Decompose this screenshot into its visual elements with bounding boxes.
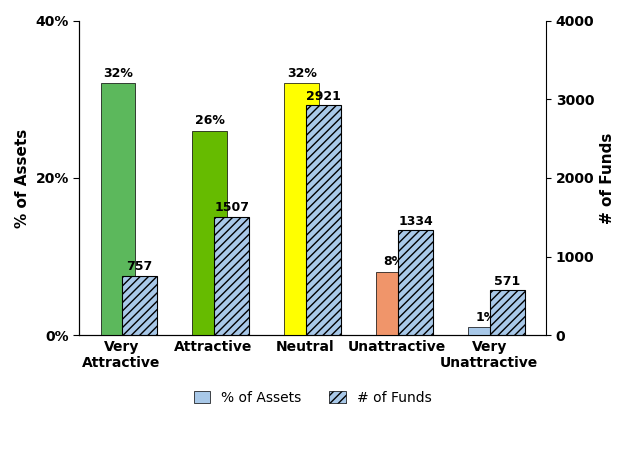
Text: 571: 571 — [495, 275, 520, 288]
Text: 8%: 8% — [383, 256, 404, 268]
Bar — [306, 105, 341, 335]
Bar — [376, 273, 411, 335]
Y-axis label: % of Assets: % of Assets — [15, 128, 30, 228]
Bar — [398, 230, 433, 335]
Text: 26%: 26% — [195, 114, 225, 127]
Text: 32%: 32% — [287, 66, 317, 80]
Bar — [490, 290, 525, 335]
Bar — [284, 83, 319, 335]
Legend: % of Assets, # of Funds: % of Assets, # of Funds — [188, 385, 437, 410]
Y-axis label: # of Funds: # of Funds — [600, 132, 615, 224]
Bar — [214, 217, 249, 335]
Bar — [122, 276, 157, 335]
Bar — [468, 327, 503, 335]
Text: 32%: 32% — [103, 66, 133, 80]
Text: 1%: 1% — [475, 311, 496, 323]
Bar — [193, 131, 227, 335]
Text: 757: 757 — [127, 261, 153, 273]
Bar — [101, 83, 135, 335]
Text: 1507: 1507 — [214, 202, 249, 214]
Text: 2921: 2921 — [306, 90, 341, 103]
Text: 1334: 1334 — [398, 215, 433, 228]
